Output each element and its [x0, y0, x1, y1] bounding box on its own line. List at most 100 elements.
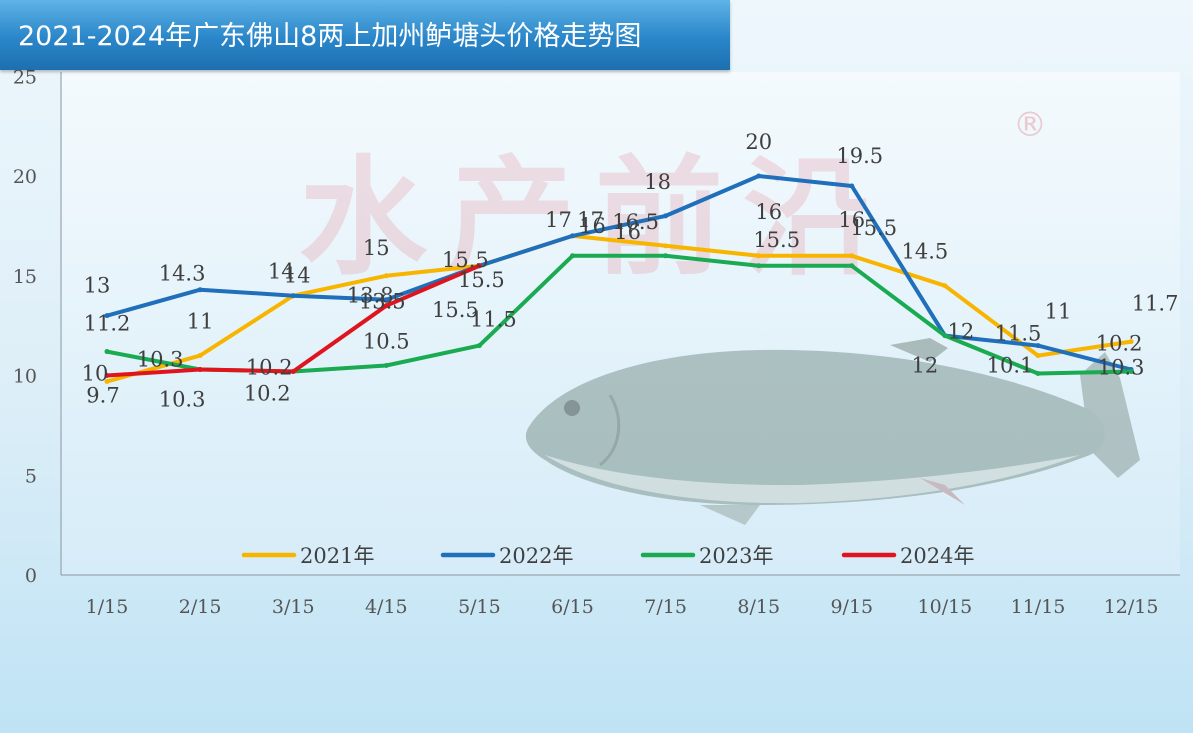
data-label: 10.3 [137, 348, 184, 372]
legend-label: 2024年 [900, 544, 974, 568]
data-label: 14.5 [902, 240, 949, 264]
data-label: 16 [614, 220, 641, 244]
pelvic-fin [700, 505, 760, 525]
data-label: 14.3 [159, 262, 206, 286]
data-label: 15.5 [850, 216, 897, 240]
chart-title: 2021-2024年广东佛山8两上加州鲈塘头价格走势图 [18, 21, 642, 52]
data-point [383, 297, 389, 303]
data-labels: 109.71311.214.31110.310.3141410.210.2151… [82, 130, 1179, 412]
series-line-2022 [105, 174, 1134, 372]
data-point [663, 243, 669, 249]
registered-mark: ® [1013, 105, 1047, 145]
data-label: 16 [579, 214, 606, 238]
data-point [290, 293, 296, 299]
x-tick-label: 8/15 [737, 596, 780, 618]
data-point [756, 263, 762, 269]
fish-body [525, 349, 1105, 505]
data-point [476, 263, 482, 269]
data-label: 10.2 [1096, 332, 1143, 356]
data-point [756, 173, 762, 179]
data-label: 15.5 [753, 228, 800, 252]
data-point [1035, 343, 1041, 349]
x-tick-label: 10/15 [918, 596, 973, 618]
data-label: 15 [363, 236, 390, 260]
data-label: 16 [755, 200, 782, 224]
legend-label: 2022年 [499, 544, 573, 568]
legend: 2021年 2022年 2023年 2024年 [241, 544, 974, 568]
data-point [197, 353, 203, 359]
data-label: 11.7 [1132, 292, 1179, 316]
data-label: 13 [84, 274, 111, 298]
data-point [663, 213, 669, 219]
y-tick-label: 5 [25, 465, 37, 487]
data-point [383, 363, 389, 369]
data-point [570, 233, 575, 239]
data-point [849, 263, 855, 269]
y-tick-label: 20 [13, 166, 37, 188]
data-label: 10.2 [244, 382, 291, 406]
data-point [104, 349, 110, 355]
data-label: 20 [745, 130, 772, 154]
watermark: 水产前沿 ® [299, 105, 1047, 293]
data-point [1035, 353, 1041, 359]
data-label: 12 [948, 320, 975, 344]
x-tick-label: 7/15 [644, 596, 687, 618]
data-label: 10 [82, 362, 109, 386]
x-tick-label: 12/15 [1104, 596, 1159, 618]
data-point [197, 367, 203, 373]
x-tick-label: 6/15 [551, 596, 594, 618]
x-tick-label: 4/15 [365, 596, 408, 618]
data-label: 13.5 [359, 290, 406, 314]
data-point [849, 253, 855, 259]
data-label: 16.5 [612, 210, 659, 234]
data-label: 15.5 [432, 298, 479, 322]
data-label: 12 [912, 354, 939, 378]
series-line-2021 [105, 233, 1134, 384]
data-point [104, 313, 110, 319]
legend-label: 2023年 [699, 544, 773, 568]
data-point [1128, 339, 1134, 345]
data-label: 18 [644, 170, 671, 194]
data-label: 19.5 [836, 144, 883, 168]
y-tick-label: 15 [13, 266, 37, 288]
data-label: 11 [1045, 300, 1072, 324]
dorsal-fin [890, 338, 948, 362]
data-point [383, 273, 389, 279]
data-label: 10.3 [1098, 356, 1145, 380]
data-label: 15.5 [442, 248, 489, 272]
data-label: 11 [187, 310, 214, 334]
fish-eye [564, 400, 580, 416]
fish-illustration [525, 338, 1140, 525]
x-tick-label: 9/15 [830, 596, 873, 618]
data-point [290, 369, 296, 375]
data-point [104, 373, 110, 378]
data-point [1035, 371, 1041, 377]
data-point [756, 253, 762, 259]
watermark-text: 水产前沿 [299, 144, 891, 293]
data-label: 10.2 [246, 356, 293, 380]
data-label: 13.8 [347, 284, 394, 308]
x-tick-label: 3/15 [272, 596, 315, 618]
fish-belly [545, 455, 1080, 504]
x-tick-label: 1/15 [86, 596, 129, 618]
data-label: 15.5 [458, 268, 505, 292]
data-label: 10.5 [363, 330, 410, 354]
data-label: 17 [577, 208, 604, 232]
x-tick-label: 11/15 [1011, 596, 1066, 618]
y-tick-label: 0 [25, 565, 37, 587]
data-label: 11.5 [995, 322, 1042, 346]
axes: 0 5 10 15 20 25 1/15 2/15 3/15 4/15 5/15 6/15 7/15 8/… [13, 66, 1180, 618]
data-point [942, 283, 948, 289]
data-point [383, 303, 389, 309]
data-label: 11.2 [84, 312, 131, 336]
data-point [476, 343, 482, 349]
data-label: 16 [838, 208, 865, 232]
data-label: 11.5 [470, 308, 517, 332]
y-tick-label: 10 [13, 366, 37, 388]
data-label: 14 [284, 264, 311, 288]
data-point [1128, 369, 1134, 375]
data-label: 17 [545, 208, 572, 232]
y-tick-label: 25 [13, 66, 37, 88]
anal-fin [920, 478, 965, 505]
